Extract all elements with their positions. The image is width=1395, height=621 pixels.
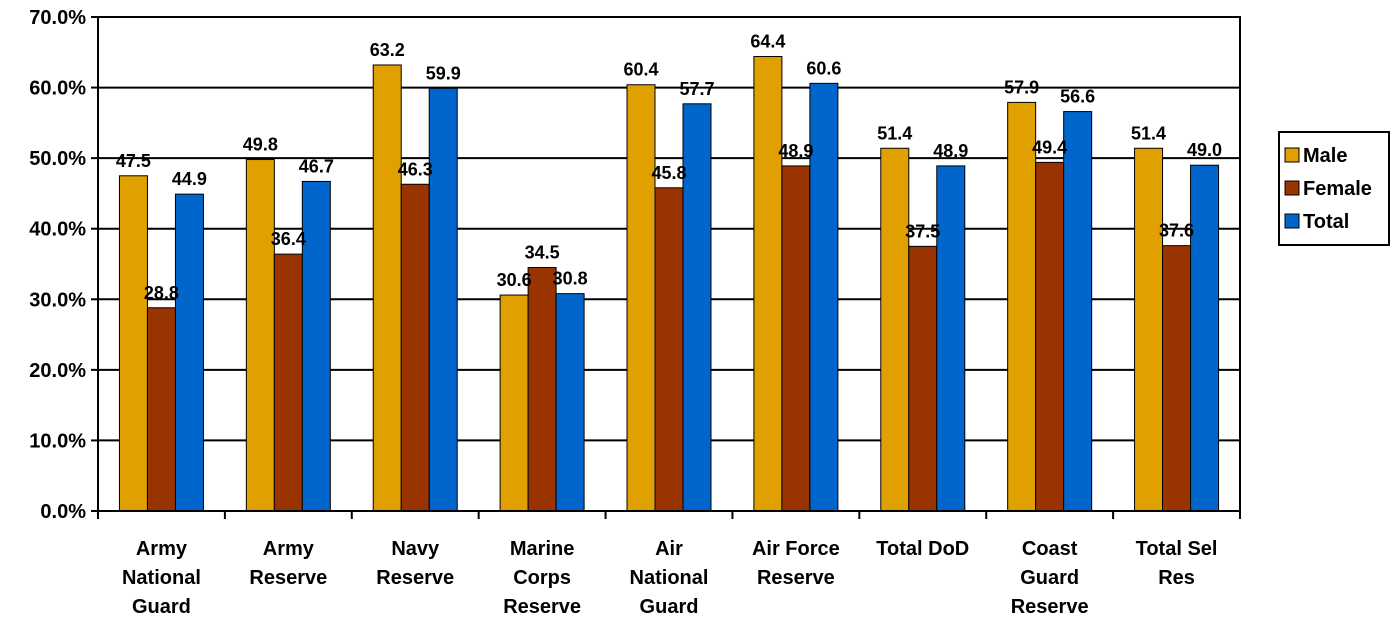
bar-female (1035, 161, 1065, 512)
data-label-male: 57.9 (1004, 77, 1039, 97)
y-tick-label: 50.0% (29, 148, 86, 170)
category-label: Marine Corps Reserve (503, 538, 581, 618)
legend-swatch-male (1284, 147, 1300, 163)
data-label-female: 28.8 (144, 283, 179, 303)
bar-female (908, 245, 938, 512)
bar-total (1063, 111, 1093, 512)
data-label-total: 44.9 (172, 169, 207, 189)
bar-female (654, 187, 684, 512)
data-label-female: 36.4 (271, 229, 306, 249)
data-label-male: 63.2 (370, 40, 405, 60)
data-label-male: 51.4 (1131, 123, 1166, 143)
bar-female (1162, 245, 1192, 512)
x-axis-category-labels: Army National Guard Army Reserve Navy Reserve M… (122, 538, 1218, 618)
data-label-total: 59.9 (426, 63, 461, 83)
data-label-male: 47.5 (116, 151, 151, 171)
category-label: Army Reserve (249, 538, 327, 589)
y-tick-label: 30.0% (29, 289, 86, 311)
category-label: Total Sel Res (1136, 538, 1218, 589)
bar-total (809, 82, 839, 512)
y-tick-label: 40.0% (29, 219, 86, 241)
y-tick-label: 60.0% (29, 78, 86, 100)
bar-total (936, 165, 966, 512)
y-tick-label: 20.0% (29, 360, 86, 382)
bar-total (301, 180, 331, 512)
axes (97, 16, 1241, 519)
category-label: Navy Reserve (376, 538, 454, 589)
data-label-total: 46.7 (299, 156, 334, 176)
bar-total (682, 103, 712, 512)
bar-female (400, 183, 430, 512)
data-label-female: 45.8 (651, 163, 686, 183)
data-label-female: 34.5 (525, 243, 560, 263)
y-tick-label: 0.0% (40, 501, 86, 523)
legend-label-female: Female (1303, 178, 1372, 200)
data-label-total: 30.8 (553, 269, 588, 289)
data-label-female: 37.5 (905, 221, 940, 241)
bar-male (1134, 147, 1164, 512)
bar-female (273, 253, 303, 512)
data-label-total: 57.7 (679, 79, 714, 99)
legend: Male Female Total (1278, 131, 1390, 246)
legend-swatch-total (1284, 213, 1300, 229)
data-label-total: 60.6 (806, 58, 841, 78)
data-label-male: 64.4 (750, 32, 785, 52)
category-label: Air Force Reserve (752, 538, 840, 589)
y-axis-tick-labels: 0.0% 10.0% 20.0% 30.0% 40.0% 50.0% 60.0% 70.0% (29, 7, 86, 523)
bar-male (372, 64, 402, 512)
category-label: Total DoD (876, 538, 969, 560)
data-label-male: 49.8 (243, 135, 278, 155)
data-label-female: 48.9 (778, 141, 813, 161)
bar-total (428, 87, 458, 512)
data-label-male: 60.4 (623, 60, 658, 80)
category-label: Air National Guard (630, 538, 709, 618)
data-label-female: 37.6 (1159, 221, 1194, 241)
data-label-female: 46.3 (398, 159, 433, 179)
category-label: Army National Guard (122, 538, 201, 618)
data-labels: 47.5 28.8 44.9 49.8 36.4 46.7 63.2 46.3 59.9 30.6… (116, 32, 1222, 303)
y-tick-label: 70.0% (29, 7, 86, 29)
bar-male (626, 84, 656, 512)
bars (118, 56, 1220, 512)
y-tick-label: 10.0% (29, 430, 86, 452)
bar-total (555, 293, 585, 512)
data-label-female: 49.4 (1032, 137, 1067, 157)
legend-swatch-female (1284, 180, 1300, 196)
data-label-total: 49.0 (1187, 140, 1222, 160)
bar-male (753, 56, 783, 512)
category-label: Coast Guard Reserve (1011, 538, 1089, 618)
bar-male (1007, 101, 1037, 512)
legend-label-total: Total (1303, 211, 1349, 233)
data-label-total: 56.6 (1060, 87, 1095, 107)
bar-male (245, 159, 275, 512)
bar-male (499, 294, 529, 512)
bar-total (1190, 164, 1220, 512)
bar-female (527, 267, 557, 512)
bar-male (118, 175, 148, 512)
bar-male (880, 147, 910, 512)
data-label-male: 51.4 (877, 123, 912, 143)
bar-female (781, 165, 811, 512)
plot-frame (97, 16, 1241, 512)
bar-female (146, 307, 176, 512)
bar-total (174, 193, 204, 512)
legend-label-male: Male (1303, 145, 1347, 167)
data-label-male: 30.6 (497, 270, 532, 290)
data-label-total: 48.9 (933, 141, 968, 161)
